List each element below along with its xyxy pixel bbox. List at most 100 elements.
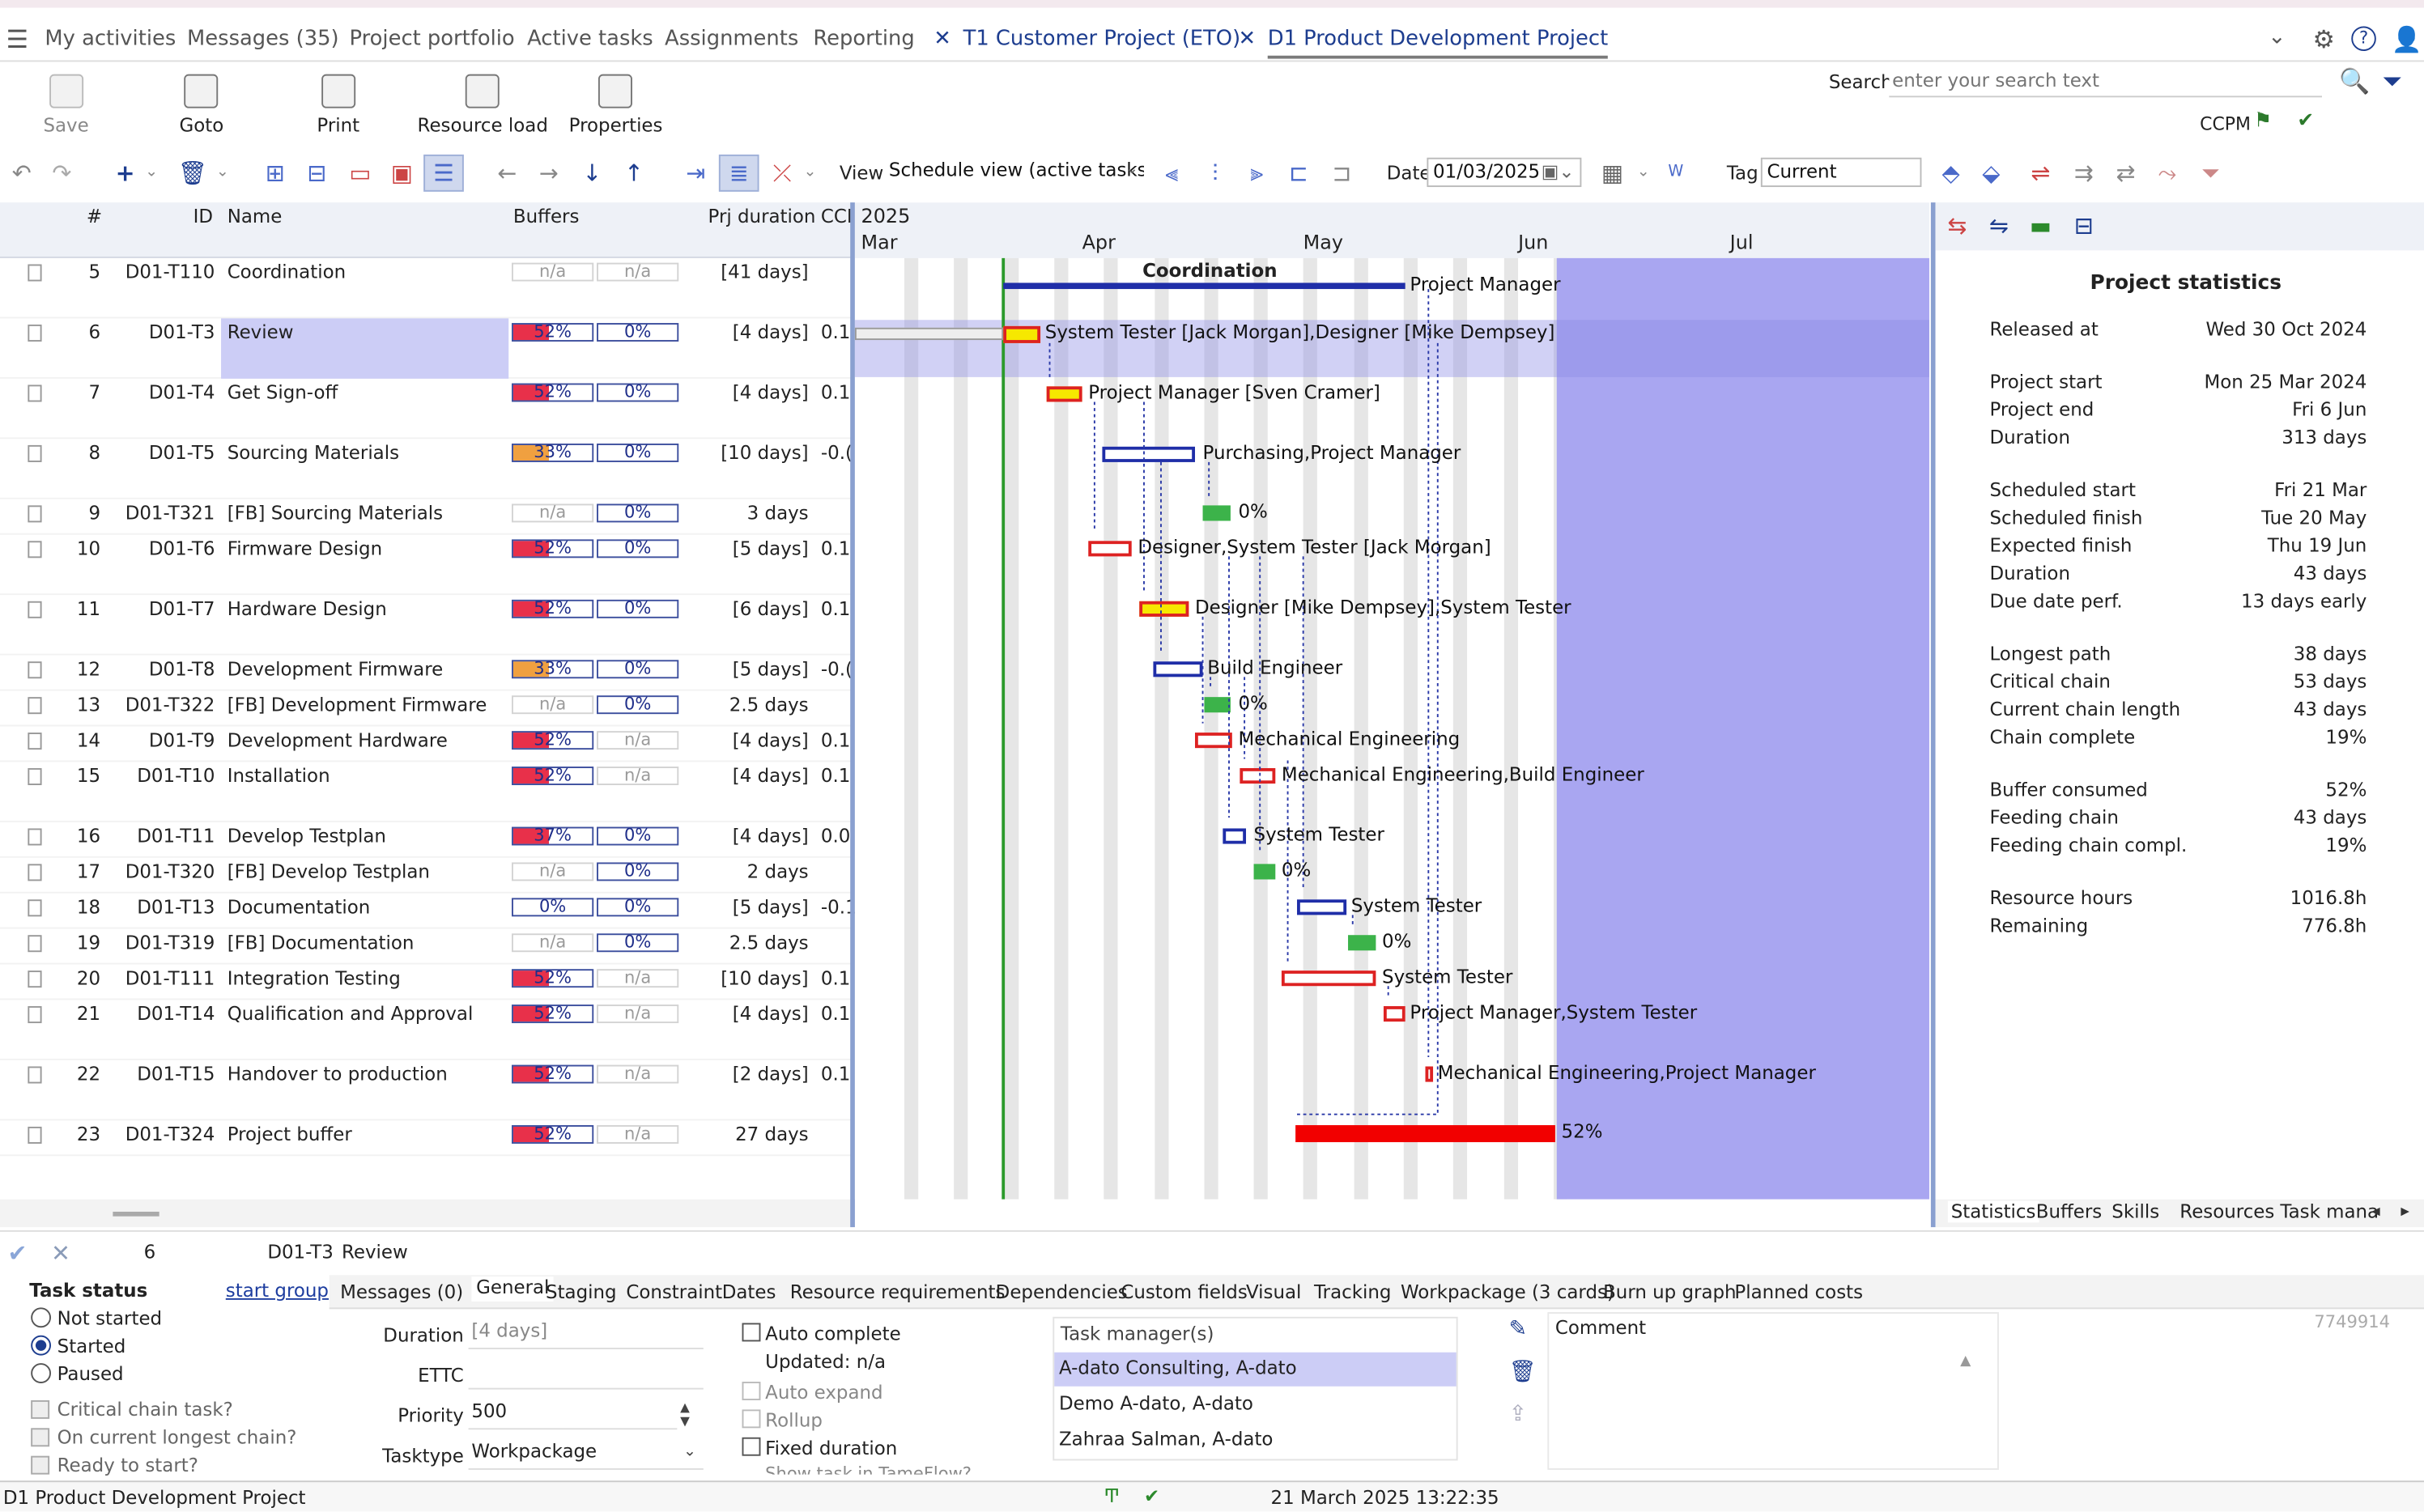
table-row[interactable]: 23 D01-T324 Project buffer 27 days 52% n/a <box>0 1120 854 1157</box>
detail-tab[interactable]: Custom fields <box>1121 1281 1248 1303</box>
task-doc-icon[interactable] <box>28 324 42 342</box>
chevron-down-icon[interactable]: ⌄ <box>1636 164 1650 181</box>
comment-scroll-up-icon[interactable]: ▲ <box>1960 1353 1971 1370</box>
stats-tool-1-icon[interactable]: ⇆ <box>1947 211 1967 240</box>
tab-d1-product-development[interactable]: D1 Product Development Project <box>1267 26 1609 59</box>
gantt-bar-qualification[interactable] <box>1383 1006 1405 1022</box>
task-doc-icon[interactable] <box>28 1126 42 1144</box>
table-row[interactable]: 9 D01-T321 [FB] Sourcing Materials 3 days n/… <box>0 499 854 535</box>
cancel-icon[interactable]: ✕ <box>51 1239 71 1268</box>
user-icon[interactable]: 👤 <box>2391 24 2422 54</box>
align-center-icon[interactable]: ⫶ <box>1212 159 1218 188</box>
auto-expand-checkbox[interactable] <box>742 1382 761 1400</box>
stats-tool-2-icon[interactable]: ⇋ <box>1988 211 2009 240</box>
table-row[interactable]: 17 D01-T320 [FB] Develop Testplan 2 days n/a… <box>0 858 854 894</box>
detail-tab[interactable]: Staging <box>546 1281 617 1303</box>
table-row[interactable]: 15 D01-T10 Installation [4 days] 0.1 52% n/a <box>0 762 854 822</box>
unlink-icon[interactable]: ⤳ <box>2158 159 2177 188</box>
gantt-bar-handover[interactable] <box>1425 1066 1434 1082</box>
status-started-radio[interactable] <box>31 1335 52 1356</box>
chevron-down-icon[interactable]: ⌄ <box>215 164 229 181</box>
chevron-down-icon[interactable]: ⌄ <box>145 164 159 181</box>
filter-clear-icon[interactable]: ⏷ <box>2201 159 2220 188</box>
delete-icon[interactable]: 🗑 <box>177 159 207 188</box>
grid-scroll-thumb[interactable] <box>113 1212 159 1217</box>
insert-row-icon[interactable]: ⊞ <box>265 159 285 188</box>
link-icon[interactable]: ⇌ <box>2031 159 2051 188</box>
task-doc-icon[interactable] <box>28 864 42 881</box>
ccpm-run-icon[interactable]: ⚑ <box>2253 109 2273 134</box>
gantt-bar-testplan[interactable] <box>1223 828 1247 844</box>
add-icon[interactable]: + <box>115 159 135 188</box>
fixed-duration-checkbox[interactable] <box>742 1437 761 1456</box>
task-doc-icon[interactable] <box>28 384 42 402</box>
confirm-icon[interactable]: ✔ <box>7 1239 28 1268</box>
close-tab-icon[interactable]: ✕ <box>933 26 951 52</box>
gantt-bar-coordination[interactable] <box>1003 282 1405 290</box>
detail-tab[interactable]: Resource requirements <box>789 1281 1006 1303</box>
tag-add-icon[interactable]: ⬘ <box>1941 159 1960 188</box>
task-manager-row-selected[interactable] <box>1054 1352 1457 1387</box>
stats-tab[interactable]: Statistics <box>1947 1200 2039 1223</box>
close-tab-icon[interactable]: ✕ <box>1238 26 1257 52</box>
arrow-left-icon[interactable]: ← <box>497 159 517 188</box>
align-left-icon[interactable]: ⫷ <box>1165 159 1179 188</box>
gantt-bar-dev-hardware[interactable] <box>1194 733 1232 749</box>
resource-load-button[interactable]: Resource load <box>418 74 548 136</box>
chevron-down-icon[interactable]: ⌄ <box>683 1443 696 1461</box>
rollup-checkbox[interactable] <box>742 1409 761 1429</box>
table-row[interactable]: 7 D01-T4 Get Sign-off [4 days] 0.1 52% 0% <box>0 379 854 440</box>
table-row[interactable]: 12 D01-T8 Development Firmware [5 days] -0.(… <box>0 656 854 691</box>
task-doc-icon[interactable] <box>28 899 42 917</box>
task-manager-item[interactable]: A-dato Consulting, A-dato <box>1058 1357 1297 1379</box>
gantt-bar-hardware-design[interactable] <box>1139 601 1189 617</box>
task-doc-icon[interactable] <box>28 828 42 846</box>
detail-tab[interactable]: Visual <box>1246 1281 1302 1303</box>
gantt-bar-signoff[interactable] <box>1046 386 1082 402</box>
task-doc-icon[interactable] <box>28 733 42 750</box>
gantt-bar-firmware-design[interactable] <box>1088 541 1132 557</box>
col-header-ccp[interactable]: CCI <box>820 205 853 227</box>
filter-icon[interactable]: ⏷ <box>2382 66 2402 96</box>
nav-active-tasks[interactable]: Active tasks <box>527 26 653 52</box>
task-doc-icon[interactable] <box>28 264 42 282</box>
chevron-down-icon[interactable]: ⌄ <box>1125 160 1139 178</box>
detail-tab[interactable]: Burn up graph <box>1603 1281 1737 1303</box>
table-row[interactable]: 21 D01-T14 Qualification and Approval [4 da… <box>0 1000 854 1060</box>
search-input[interactable] <box>1889 65 2322 98</box>
table-row[interactable]: 5 D01-T110 Coordination [41 days] n/a n/a <box>0 258 854 319</box>
detail-tab[interactable]: Planned costs <box>1734 1281 1864 1303</box>
collapse-icon[interactable]: ⊏ <box>1288 159 1308 188</box>
detail-tab[interactable]: Dependencies <box>995 1281 1128 1303</box>
nav-project-portfolio[interactable]: Project portfolio <box>349 26 515 52</box>
table-row[interactable]: 14 D01-T9 Development Hardware [4 days] 0.1 5… <box>0 726 854 762</box>
week-number-icon[interactable]: W <box>1668 164 1684 181</box>
nav-messages[interactable]: Messages (35) <box>187 26 339 52</box>
undo-icon[interactable]: ↶ <box>11 159 32 188</box>
task-manager-item[interactable]: Demo A-dato, A-dato <box>1058 1392 1253 1415</box>
splitter-right[interactable] <box>1930 202 1936 1228</box>
task-doc-icon[interactable] <box>28 1006 42 1024</box>
save-button[interactable]: Save <box>43 74 89 136</box>
stats-tab[interactable]: Task mana <box>2280 1200 2379 1223</box>
table-row[interactable]: 13 D01-T322 [FB] Development Firmware 2.5 d… <box>0 691 854 727</box>
detail-tab[interactable]: Dates <box>721 1281 776 1303</box>
col-header-id[interactable]: ID <box>193 205 214 227</box>
clear-links-icon[interactable]: ⤫ <box>772 159 792 188</box>
hamburger-icon[interactable]: ☰ <box>6 24 29 54</box>
arrow-right-icon[interactable]: → <box>538 159 559 188</box>
task-doc-icon[interactable] <box>28 970 42 988</box>
comment-box[interactable] <box>1547 1312 1999 1470</box>
trash-icon[interactable]: 🗑 <box>1508 1360 1537 1385</box>
tab-t1-customer-project[interactable]: T1 Customer Project (ETO) <box>963 26 1241 52</box>
duration-input[interactable]: [4 days] <box>468 1320 704 1349</box>
link-right-icon[interactable]: ⇉ <box>2073 159 2094 188</box>
table-row[interactable]: 18 D01-T13 Documentation [5 days] -0.1 0% 0% <box>0 894 857 929</box>
table-row[interactable]: 16 D01-T11 Develop Testplan [4 days] 0.0 37% 0… <box>0 822 854 858</box>
col-header-duration[interactable]: Prj duration <box>708 205 816 227</box>
view-select[interactable]: Schedule view (active tasks) <box>884 157 1144 188</box>
gantt-bar-dev-firmware[interactable] <box>1153 661 1203 677</box>
detail-tab[interactable]: Messages (0) <box>340 1281 464 1303</box>
expand-icon[interactable]: ⊐ <box>1332 159 1352 188</box>
date-input[interactable]: 01/03/2025 <box>1427 157 1582 188</box>
